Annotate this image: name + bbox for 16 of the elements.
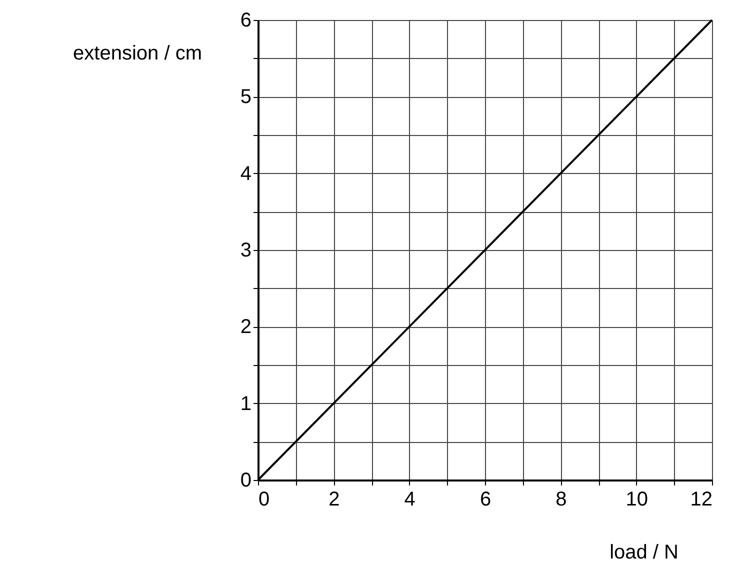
y-tick-label: 5 — [240, 86, 252, 108]
y-tick-label: 6 — [240, 10, 252, 32]
x-axis-title: load / N — [610, 542, 678, 563]
y-tick-label: 0 — [240, 470, 252, 492]
x-tick-label: 6 — [480, 488, 492, 510]
y-tick-label: 4 — [240, 162, 252, 185]
x-tick-label: 2 — [328, 488, 340, 510]
x-tick-label: 0 — [258, 488, 270, 510]
x-tick-label: 4 — [404, 488, 416, 510]
y-tick-label: 1 — [240, 392, 252, 415]
x-tick-label: 10 — [626, 488, 648, 510]
x-tick-label: 12 — [690, 488, 712, 510]
y-tick-label: 2 — [240, 316, 252, 338]
x-tick-label: 8 — [556, 488, 567, 510]
y-axis-title: extension / cm — [73, 42, 202, 64]
y-tick-label: 3 — [240, 240, 252, 262]
